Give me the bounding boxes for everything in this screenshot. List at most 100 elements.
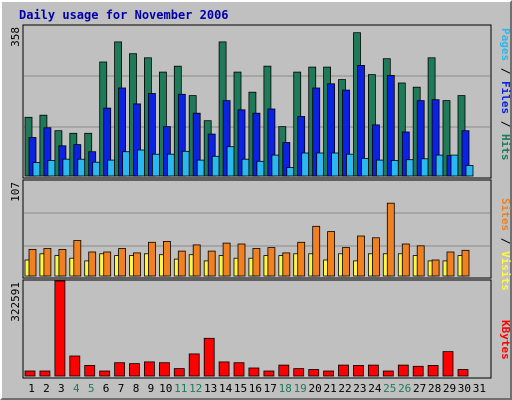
bar-pages-day-28 xyxy=(435,154,444,177)
bar-files-day-20 xyxy=(312,87,321,177)
bar-pages-day-14 xyxy=(226,146,235,177)
bar-kbytes-day-13 xyxy=(203,337,215,377)
bar-pages-day-4 xyxy=(77,158,86,177)
x-tick-label: 24 xyxy=(368,382,382,395)
x-tick-label: 30 xyxy=(458,382,471,395)
bar-kbytes-day-24 xyxy=(367,364,379,377)
x-tick-label: 12 xyxy=(189,382,202,395)
bar-sites-day-17 xyxy=(267,247,276,277)
bar-sites-day-7 xyxy=(118,248,126,277)
x-tick-label: 18 xyxy=(279,382,292,395)
bar-files-day-1 xyxy=(28,137,37,177)
bar-kbytes-day-14 xyxy=(218,361,230,377)
bar-sites-day-2 xyxy=(43,248,52,277)
x-tick-label: 10 xyxy=(159,382,172,395)
chart-title: Daily usage for November 2006 xyxy=(19,8,229,22)
bar-pages-day-5 xyxy=(92,161,101,177)
bar-kbytes-day-2 xyxy=(39,370,51,377)
x-tick-label: 21 xyxy=(323,382,336,395)
bar-kbytes-day-27 xyxy=(412,365,424,377)
x-tick-label: 27 xyxy=(413,382,426,395)
bar-files-day-9 xyxy=(147,93,156,177)
ymax-label-top: 358 xyxy=(9,27,22,47)
bar-hits-day-26 xyxy=(397,82,406,177)
bar-pages-day-24 xyxy=(375,159,384,177)
bar-kbytes-day-28 xyxy=(427,364,439,377)
bar-sites-day-9 xyxy=(147,241,156,277)
bar-pages-day-13 xyxy=(211,155,220,177)
bar-sites-day-14 xyxy=(222,242,231,277)
bar-kbytes-day-26 xyxy=(397,364,409,377)
bar-pages-day-25 xyxy=(390,160,399,177)
bar-sites-day-23 xyxy=(357,235,365,277)
bar-files-day-26 xyxy=(401,131,410,177)
bar-files-day-12 xyxy=(192,112,201,177)
x-tick-label: 7 xyxy=(118,382,125,395)
bar-sites-day-15 xyxy=(237,243,246,277)
x-tick-label: 28 xyxy=(428,382,441,395)
bar-kbytes-day-10 xyxy=(158,362,170,377)
legend-item-files: Files xyxy=(499,81,512,114)
bar-kbytes-day-8 xyxy=(129,363,140,377)
bar-sites-day-19 xyxy=(297,241,306,277)
bar-sites-day-12 xyxy=(192,244,201,277)
bar-kbytes-day-19 xyxy=(293,368,305,377)
bar-kbytes-day-20 xyxy=(308,369,320,377)
bar-sites-day-22 xyxy=(342,247,350,277)
bar-sites-day-3 xyxy=(58,248,67,277)
x-tick-label: 4 xyxy=(73,382,80,395)
x-tick-labels: 1 2 3 4 5 6 7 8 9 10 11 12 13 14 15 16 17 18 19 20 21 22 23 24 2… xyxy=(28,382,486,395)
bar-sites-day-29 xyxy=(446,251,455,277)
bar-pages-day-21 xyxy=(331,152,340,177)
bar-files-day-21 xyxy=(327,83,336,177)
x-tick-label: 6 xyxy=(103,382,110,395)
bar-hits-day-29 xyxy=(442,100,451,177)
bar-sites-day-20 xyxy=(312,225,321,277)
legend-item-hits: Hits xyxy=(499,134,512,161)
bar-sites-day-5 xyxy=(88,251,97,277)
bar-kbytes-day-25 xyxy=(382,370,394,377)
bar-sites-day-13 xyxy=(207,250,216,277)
bar-pages-day-23 xyxy=(361,157,369,177)
bar-kbytes-day-12 xyxy=(188,353,200,377)
x-tick-label: 1 xyxy=(28,382,35,395)
x-tick-label: 19 xyxy=(294,382,307,395)
bar-pages-day-7 xyxy=(122,151,130,177)
bar-pages-day-3 xyxy=(62,158,71,177)
bar-files-day-17 xyxy=(267,108,276,177)
bar-hits-day-10 xyxy=(158,71,167,177)
bar-sites-day-24 xyxy=(371,237,380,277)
bar-kbytes-day-4 xyxy=(69,355,81,377)
legend-item-visits: Visits xyxy=(499,251,512,291)
x-tick-label: 9 xyxy=(148,382,155,395)
bar-files-day-11 xyxy=(177,93,186,177)
bar-sites-day-8 xyxy=(133,252,141,277)
legend-sites-visits: Sites / Visits xyxy=(499,198,512,291)
x-tick-label: 13 xyxy=(204,382,217,395)
ymax-label-middle: 107 xyxy=(9,182,22,202)
x-tick-label: 22 xyxy=(338,382,351,395)
bar-kbytes-day-30 xyxy=(457,369,469,377)
bar-pages-day-26 xyxy=(405,159,414,177)
bar-pages-day-19 xyxy=(301,152,310,177)
x-tick-label: 15 xyxy=(234,382,247,395)
x-tick-label: 23 xyxy=(353,382,366,395)
bar-kbytes-day-22 xyxy=(338,364,349,377)
legend-separator: / xyxy=(499,231,512,251)
x-tick-label: 25 xyxy=(383,382,396,395)
bar-pages-day-8 xyxy=(137,149,145,177)
bar-kbytes-day-6 xyxy=(99,370,111,377)
legend-kbytes: KBytes xyxy=(499,320,512,360)
bar-pages-day-6 xyxy=(107,159,116,177)
bar-pages-day-20 xyxy=(316,152,325,177)
x-tick-label: 3 xyxy=(58,382,65,395)
bar-sites-day-11 xyxy=(177,250,186,277)
bar-files-day-25 xyxy=(386,75,395,177)
bar-files-day-18 xyxy=(282,142,291,177)
bar-pages-day-11 xyxy=(181,150,190,177)
bar-sites-day-18 xyxy=(282,252,291,277)
bar-pages-day-18 xyxy=(286,167,295,177)
bar-pages-day-12 xyxy=(196,159,205,177)
bar-kbytes-day-21 xyxy=(323,370,335,377)
